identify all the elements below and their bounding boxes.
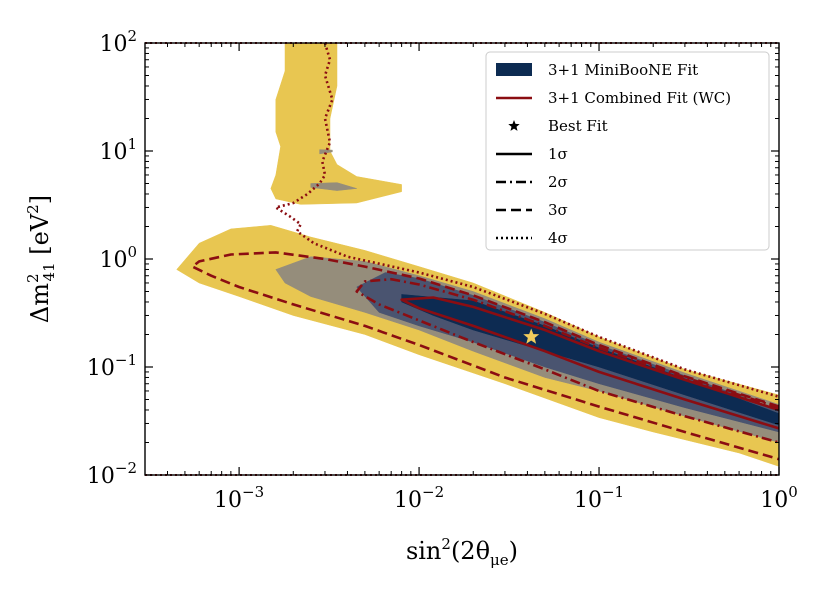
miniboone-fit-regions <box>176 43 779 467</box>
region-3sigma-1 <box>319 149 333 155</box>
legend-handle-miniboone <box>496 63 532 76</box>
y-tick-label: 100 <box>99 243 137 273</box>
x-tick-label-base: 10 <box>214 488 242 513</box>
y-tick-label-exp: 2 <box>127 27 137 45</box>
legend-label: 1σ <box>548 145 568 163</box>
legend-label: 3+1 MiniBooNE Fit <box>548 61 698 79</box>
x-tick-label: 10−1 <box>574 483 624 513</box>
legend: 3+1 MiniBooNE Fit 3+1 Combined Fit (WC) Be… <box>485 51 770 251</box>
y-tick-label-base: 10 <box>87 464 115 489</box>
region-3sigma-2 <box>310 182 357 191</box>
x-tick-label-exp: −3 <box>242 483 264 501</box>
x-tick-label: 10−3 <box>214 483 264 513</box>
region-1sigma-0 <box>401 294 779 426</box>
y-tick-label-exp: 0 <box>127 243 137 261</box>
y-tick-label-base: 10 <box>99 32 127 57</box>
region-4sigma-1 <box>270 43 402 205</box>
combined-contour-2sigma <box>355 277 779 444</box>
x-tick-label: 10−2 <box>394 483 444 513</box>
y-tick-label-exp: −1 <box>115 351 137 369</box>
legend-label: 3+1 Combined Fit (WC) <box>548 89 731 107</box>
combined-fit-contours <box>191 43 779 461</box>
y-tick-label: 10−2 <box>87 459 137 489</box>
legend-entries: 3+1 MiniBooNE Fit 3+1 Combined Fit (WC) Be… <box>496 61 731 247</box>
y-tick-label-base: 10 <box>99 140 127 165</box>
x-tick-label-exp: 0 <box>788 483 798 501</box>
x-tick-label-base: 10 <box>760 488 788 513</box>
y-tick-label-base: 10 <box>87 356 115 381</box>
y-tick-label: 10−1 <box>87 351 137 381</box>
legend-label: 2σ <box>548 173 568 191</box>
combined-contour-3sigma <box>191 251 779 461</box>
y-tick-label: 101 <box>99 135 137 165</box>
y-axis-label: Δm241 [eV2] <box>24 195 58 323</box>
axis-ticks <box>144 42 780 476</box>
best-fit-layer <box>523 328 540 344</box>
x-tick-label-exp: −1 <box>602 483 624 501</box>
legend-box <box>485 51 770 251</box>
x-tick-label: 100 <box>760 483 798 513</box>
legend-handle-best-fit <box>508 120 520 131</box>
y-tick-label-exp: 1 <box>127 135 137 153</box>
best-fit-star <box>523 328 540 344</box>
y-tick-label-base: 10 <box>99 248 127 273</box>
legend-label: Best Fit <box>548 117 608 135</box>
x-axis-label: sin2(2θμe) <box>406 535 518 569</box>
legend-label: 3σ <box>548 201 568 219</box>
combined-contour-1sigma <box>400 296 779 430</box>
y-tick-label-exp: −2 <box>115 459 137 477</box>
x-tick-label-base: 10 <box>574 488 602 513</box>
legend-label: 4σ <box>548 229 568 247</box>
x-tick-label-base: 10 <box>394 488 422 513</box>
x-tick-label-exp: −2 <box>422 483 444 501</box>
y-tick-label: 102 <box>99 27 137 57</box>
